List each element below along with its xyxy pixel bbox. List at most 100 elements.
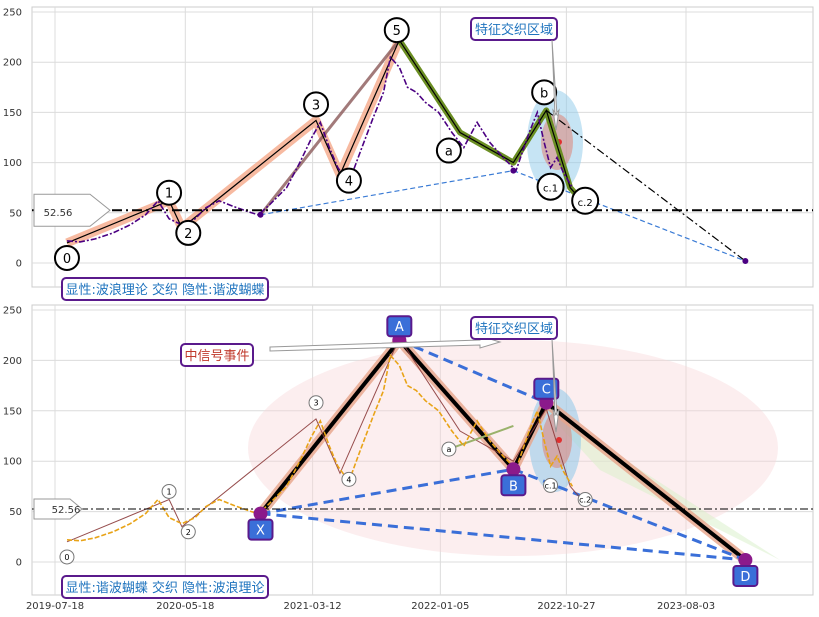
wave-label-1: 1 — [165, 187, 173, 202]
bottom-feature-dot — [556, 437, 562, 443]
top-plot-area — [31, 6, 814, 288]
wave-label-3: 3 — [313, 399, 318, 408]
wave-label-circle — [441, 441, 457, 457]
wave-label-circle — [577, 492, 593, 508]
wave-label-circle — [335, 167, 362, 194]
wave-label-b: b — [540, 86, 548, 101]
wave-label-c.1: c.1 — [543, 184, 558, 195]
wave-label-circle — [59, 549, 75, 565]
top-feature-arrow — [551, 39, 560, 131]
top-theory-text: 显性:波浪理论 交织 隐性:谐波蝴蝶 — [65, 282, 264, 298]
y-tick-label: 0 — [16, 259, 22, 270]
y-tick-label: 200 — [3, 58, 22, 69]
harmonic-badge — [247, 518, 274, 541]
top-y-tick-labels: 0 50 100 150 200 250 — [3, 8, 22, 270]
y-tick-label: 200 — [3, 356, 22, 367]
target-line — [545, 109, 746, 262]
bottom-feature-zone-text: 特征交织区域 — [475, 321, 553, 337]
wave-label-circle — [536, 172, 565, 201]
harmonic-ratio-line — [260, 512, 746, 562]
top-hline-group: 52.56 — [32, 193, 813, 227]
harmonic-label-C: C — [542, 383, 551, 398]
harmonic-badge — [533, 377, 560, 400]
wave-label-c.1: c.1 — [545, 481, 557, 490]
wave-label-4: 4 — [346, 475, 351, 484]
bottom-panel: 0 50 100 150 200 250 2019-07-18 2020-05-18 2021… — [3, 304, 814, 612]
hline-value-arrow — [33, 498, 83, 520]
y-tick-label: 100 — [3, 457, 22, 468]
bottom-harmonic-overlays — [66, 336, 749, 564]
wave-label-circle — [435, 137, 462, 164]
correction-leg-faint — [448, 424, 514, 451]
hline-value-label: 52.56 — [44, 208, 73, 219]
y-tick-label: 150 — [3, 108, 22, 119]
top-feature-zone-text: 特征交织区域 — [475, 22, 553, 38]
x-tick-label: 2020-05-18 — [156, 601, 214, 612]
wave-label-circle — [531, 79, 558, 106]
harmonic-leg — [258, 338, 401, 515]
y-tick-label: 150 — [3, 406, 22, 417]
wave-label-circle — [175, 219, 202, 246]
wave-label-circle — [383, 17, 410, 44]
wave-label-c.2: c.2 — [579, 496, 591, 505]
bottom-hline-group: 52.56 — [32, 498, 813, 520]
wave-label-0: 0 — [63, 252, 71, 267]
x-tick-label: 2019-07-18 — [26, 601, 84, 612]
wave-label-circle — [53, 244, 80, 271]
top-feature-zone-label: 特征交织区域 — [470, 17, 558, 41]
harmonic-label-X: X — [256, 524, 265, 539]
harmonic-badge — [732, 564, 759, 587]
x-tick-label: 2022-10-27 — [537, 601, 595, 612]
signal-event-text: 中信号事件 — [184, 349, 249, 364]
x-tick-label: 2023-08-03 — [657, 601, 715, 612]
wave-label-0: 0 — [64, 553, 69, 562]
top-gridlines — [32, 7, 813, 287]
projection-line-1 — [260, 170, 514, 216]
bottom-feature-arrow — [551, 338, 560, 433]
wave-label-circle — [156, 179, 183, 206]
bottom-harmonic-labels: X A B C D — [247, 315, 759, 587]
top-theory-label: 显性:波浪理论 交织 隐性:谐波蝴蝶 — [61, 277, 269, 301]
bottom-feature-zone-label: 特征交织区域 — [470, 316, 558, 340]
x-tick-labels: 2019-07-18 2020-05-18 2021-03-12 2022-01-05… — [26, 601, 715, 612]
harmonic-ratio-line — [398, 338, 547, 405]
wave-label-circle — [308, 395, 324, 411]
bottom-theory-text: 显性:谐波蝴蝶 交织 隐性:波浪理论 — [65, 580, 264, 596]
bottom-theory-label: 显性:谐波蝴蝶 交织 隐性:波浪理论 — [61, 575, 269, 599]
hline-value-label: 52.56 — [52, 505, 81, 516]
bottom-pattern-ellipse — [248, 340, 778, 556]
harmonic-leg — [511, 401, 549, 471]
wave-label-circle — [303, 91, 330, 118]
x-tick-label: 2022-01-05 — [411, 601, 469, 612]
y-tick-label: 100 — [3, 158, 22, 169]
hline-value-arrow — [33, 193, 111, 227]
wave-label-c.2: c.2 — [578, 198, 593, 209]
wave-label-4: 4 — [345, 175, 353, 190]
x-tick-label: 2021-03-12 — [284, 601, 342, 612]
wave-label-a: a — [445, 145, 453, 160]
wave-label-circle — [341, 471, 357, 487]
harmonic-node — [738, 552, 753, 567]
y-tick-label: 250 — [3, 8, 22, 19]
wave-label-2: 2 — [184, 227, 192, 242]
harmonic-badge — [500, 474, 527, 497]
harmonic-label-A: A — [395, 320, 404, 335]
wave-label-a: a — [446, 445, 451, 454]
harmonic-leg — [545, 401, 747, 562]
wave-label-5: 5 — [393, 24, 401, 39]
wave-label-circle — [161, 483, 177, 499]
x-point-top — [257, 211, 264, 218]
y-tick-label: 50 — [9, 507, 22, 518]
signal-event-label: 中信号事件 — [180, 343, 254, 367]
y-tick-label: 50 — [9, 208, 22, 219]
bottom-wave-labels: 0 1 2 3 4 a c.1 c.2 — [59, 395, 593, 565]
harmonic-badge — [386, 315, 413, 338]
harmonic-label-B: B — [509, 479, 518, 494]
wave-label-2: 2 — [186, 528, 191, 537]
bottom-y-tick-labels: 0 50 100 150 200 250 — [3, 306, 22, 569]
wave-label-circle — [543, 477, 559, 493]
target-point — [742, 257, 749, 264]
top-panel: 0 50 100 150 200 250 52.56 0 1 2 3 4 5 a b c.1 c.2 特征交… — [3, 6, 814, 301]
